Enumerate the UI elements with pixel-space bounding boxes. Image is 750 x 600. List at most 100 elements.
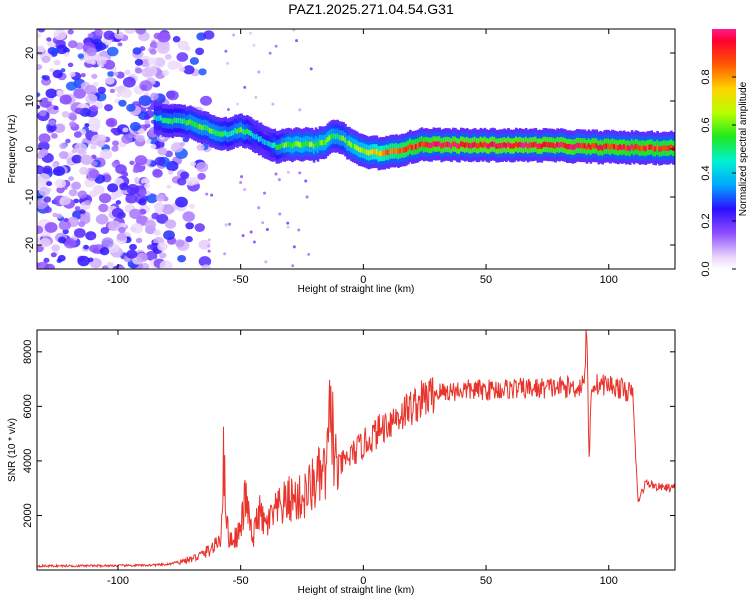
heatmap-cell	[65, 81, 77, 91]
heatmap-cell	[514, 141, 518, 147]
heatmap-cell	[153, 114, 157, 120]
heatmap-cell	[37, 33, 42, 38]
heatmap-cell	[243, 85, 247, 89]
heatmap-cell	[152, 168, 163, 178]
heatmap-cell	[552, 142, 555, 148]
heatmap-cell	[44, 263, 55, 269]
heatmap-cell	[236, 128, 239, 135]
heatmap-cell	[114, 31, 124, 40]
colorbar: 0.0 0.2 0.4 0.6 0.8 Normalized spectral ampl…	[700, 29, 749, 277]
heatmap-cell	[383, 150, 387, 156]
heatmap-cell	[410, 144, 414, 151]
heatmap-cell	[98, 193, 112, 204]
heatmap-cell	[46, 37, 52, 42]
heatmap-cell	[248, 31, 252, 35]
heatmap-cell	[593, 143, 597, 149]
chart-title: PAZ1.2025.271.04.54.G31	[288, 1, 454, 17]
heatmap-cell	[505, 143, 508, 149]
heatmap-cell	[304, 179, 308, 183]
heatmap-cell	[103, 30, 115, 40]
heatmap-cell	[183, 65, 195, 75]
heatmap-cell	[454, 141, 457, 147]
heatmap-cell	[63, 217, 69, 223]
heatmap-cell	[99, 247, 110, 256]
heatmap-cell	[39, 238, 51, 248]
heatmap-cell	[130, 223, 144, 234]
heatmap-cell	[458, 143, 461, 149]
heatmap-cell	[536, 143, 540, 150]
heatmap-cell	[222, 131, 226, 137]
heatmap-cell	[175, 196, 188, 208]
heatmap-cell	[534, 141, 538, 147]
heatmap-cell	[58, 151, 69, 159]
heatmap-cell	[522, 142, 526, 149]
heatmap-cell	[278, 212, 282, 216]
heatmap-cell	[37, 104, 41, 110]
heatmap-cell	[418, 142, 422, 148]
heatmap-cell	[334, 133, 337, 140]
heatmap-cell	[195, 47, 205, 56]
heatmap-cell	[223, 252, 227, 256]
heatmap-cell	[145, 193, 158, 204]
heatmap-cell	[93, 54, 101, 61]
heatmap-cell	[239, 180, 243, 184]
heatmap-cell	[601, 145, 604, 151]
heatmap-cell	[210, 128, 214, 134]
heatmap-cell	[135, 29, 146, 35]
heatmap-cell	[56, 90, 64, 97]
heatmap-cell	[65, 138, 71, 144]
x-tick-label: -100	[107, 274, 129, 286]
heatmap-cell	[172, 36, 181, 43]
heatmap-cell	[585, 144, 589, 151]
heatmap-cell	[166, 90, 179, 101]
heatmap-cell	[228, 222, 232, 226]
heatmap-cell	[73, 88, 86, 99]
heatmap-cell	[37, 245, 44, 253]
heatmap-cell	[212, 128, 216, 135]
heatmap-cell	[51, 244, 60, 252]
heatmap-cell	[150, 144, 157, 149]
heatmap-cell	[134, 155, 148, 166]
heatmap-cell	[357, 146, 361, 153]
heatmap-cell	[369, 149, 373, 155]
heatmap-cell	[467, 143, 471, 149]
heatmap-cell	[108, 220, 121, 232]
heatmap-cell	[175, 239, 185, 248]
heatmap-cell	[664, 145, 667, 151]
heatmap-cell	[628, 145, 632, 152]
heatmap-cell	[187, 119, 190, 126]
snr-frame	[36, 329, 676, 571]
heatmap-cell	[238, 127, 241, 133]
heatmap-cell	[37, 29, 46, 33]
heatmap-cell	[185, 46, 191, 51]
y-tick-label: 6000	[22, 394, 34, 418]
heatmap-cell	[554, 143, 557, 149]
heatmap-cell	[638, 145, 642, 152]
heatmap-cell	[448, 142, 451, 148]
heatmap-cell	[475, 143, 479, 149]
heatmap-cell	[67, 29, 74, 35]
heatmap-cell	[71, 154, 83, 164]
heatmap-cell	[135, 237, 143, 244]
heatmap-cell	[129, 160, 135, 166]
heatmap-cell	[159, 252, 167, 259]
heatmap-cell	[105, 117, 118, 128]
heatmap-cell	[656, 144, 659, 150]
heatmap-cell	[157, 147, 168, 156]
heatmap-cell	[516, 142, 520, 148]
colorbar-ticks: 0.0 0.2 0.4 0.6 0.8	[700, 69, 736, 277]
heatmap-cell	[128, 133, 135, 139]
heatmap-cell	[146, 244, 154, 250]
heatmap-cell	[287, 141, 290, 147]
heatmap-cell	[116, 265, 126, 269]
heatmap-cell	[138, 189, 147, 197]
heatmap-cell	[477, 143, 481, 149]
heatmap-cell	[47, 124, 57, 132]
heatmap-cell	[346, 140, 349, 146]
heatmap-cell	[274, 172, 278, 176]
heatmap-cell	[179, 141, 186, 147]
heatmap-cell	[104, 76, 115, 85]
heatmap-cell	[115, 200, 122, 205]
heatmap-cell	[120, 88, 133, 99]
